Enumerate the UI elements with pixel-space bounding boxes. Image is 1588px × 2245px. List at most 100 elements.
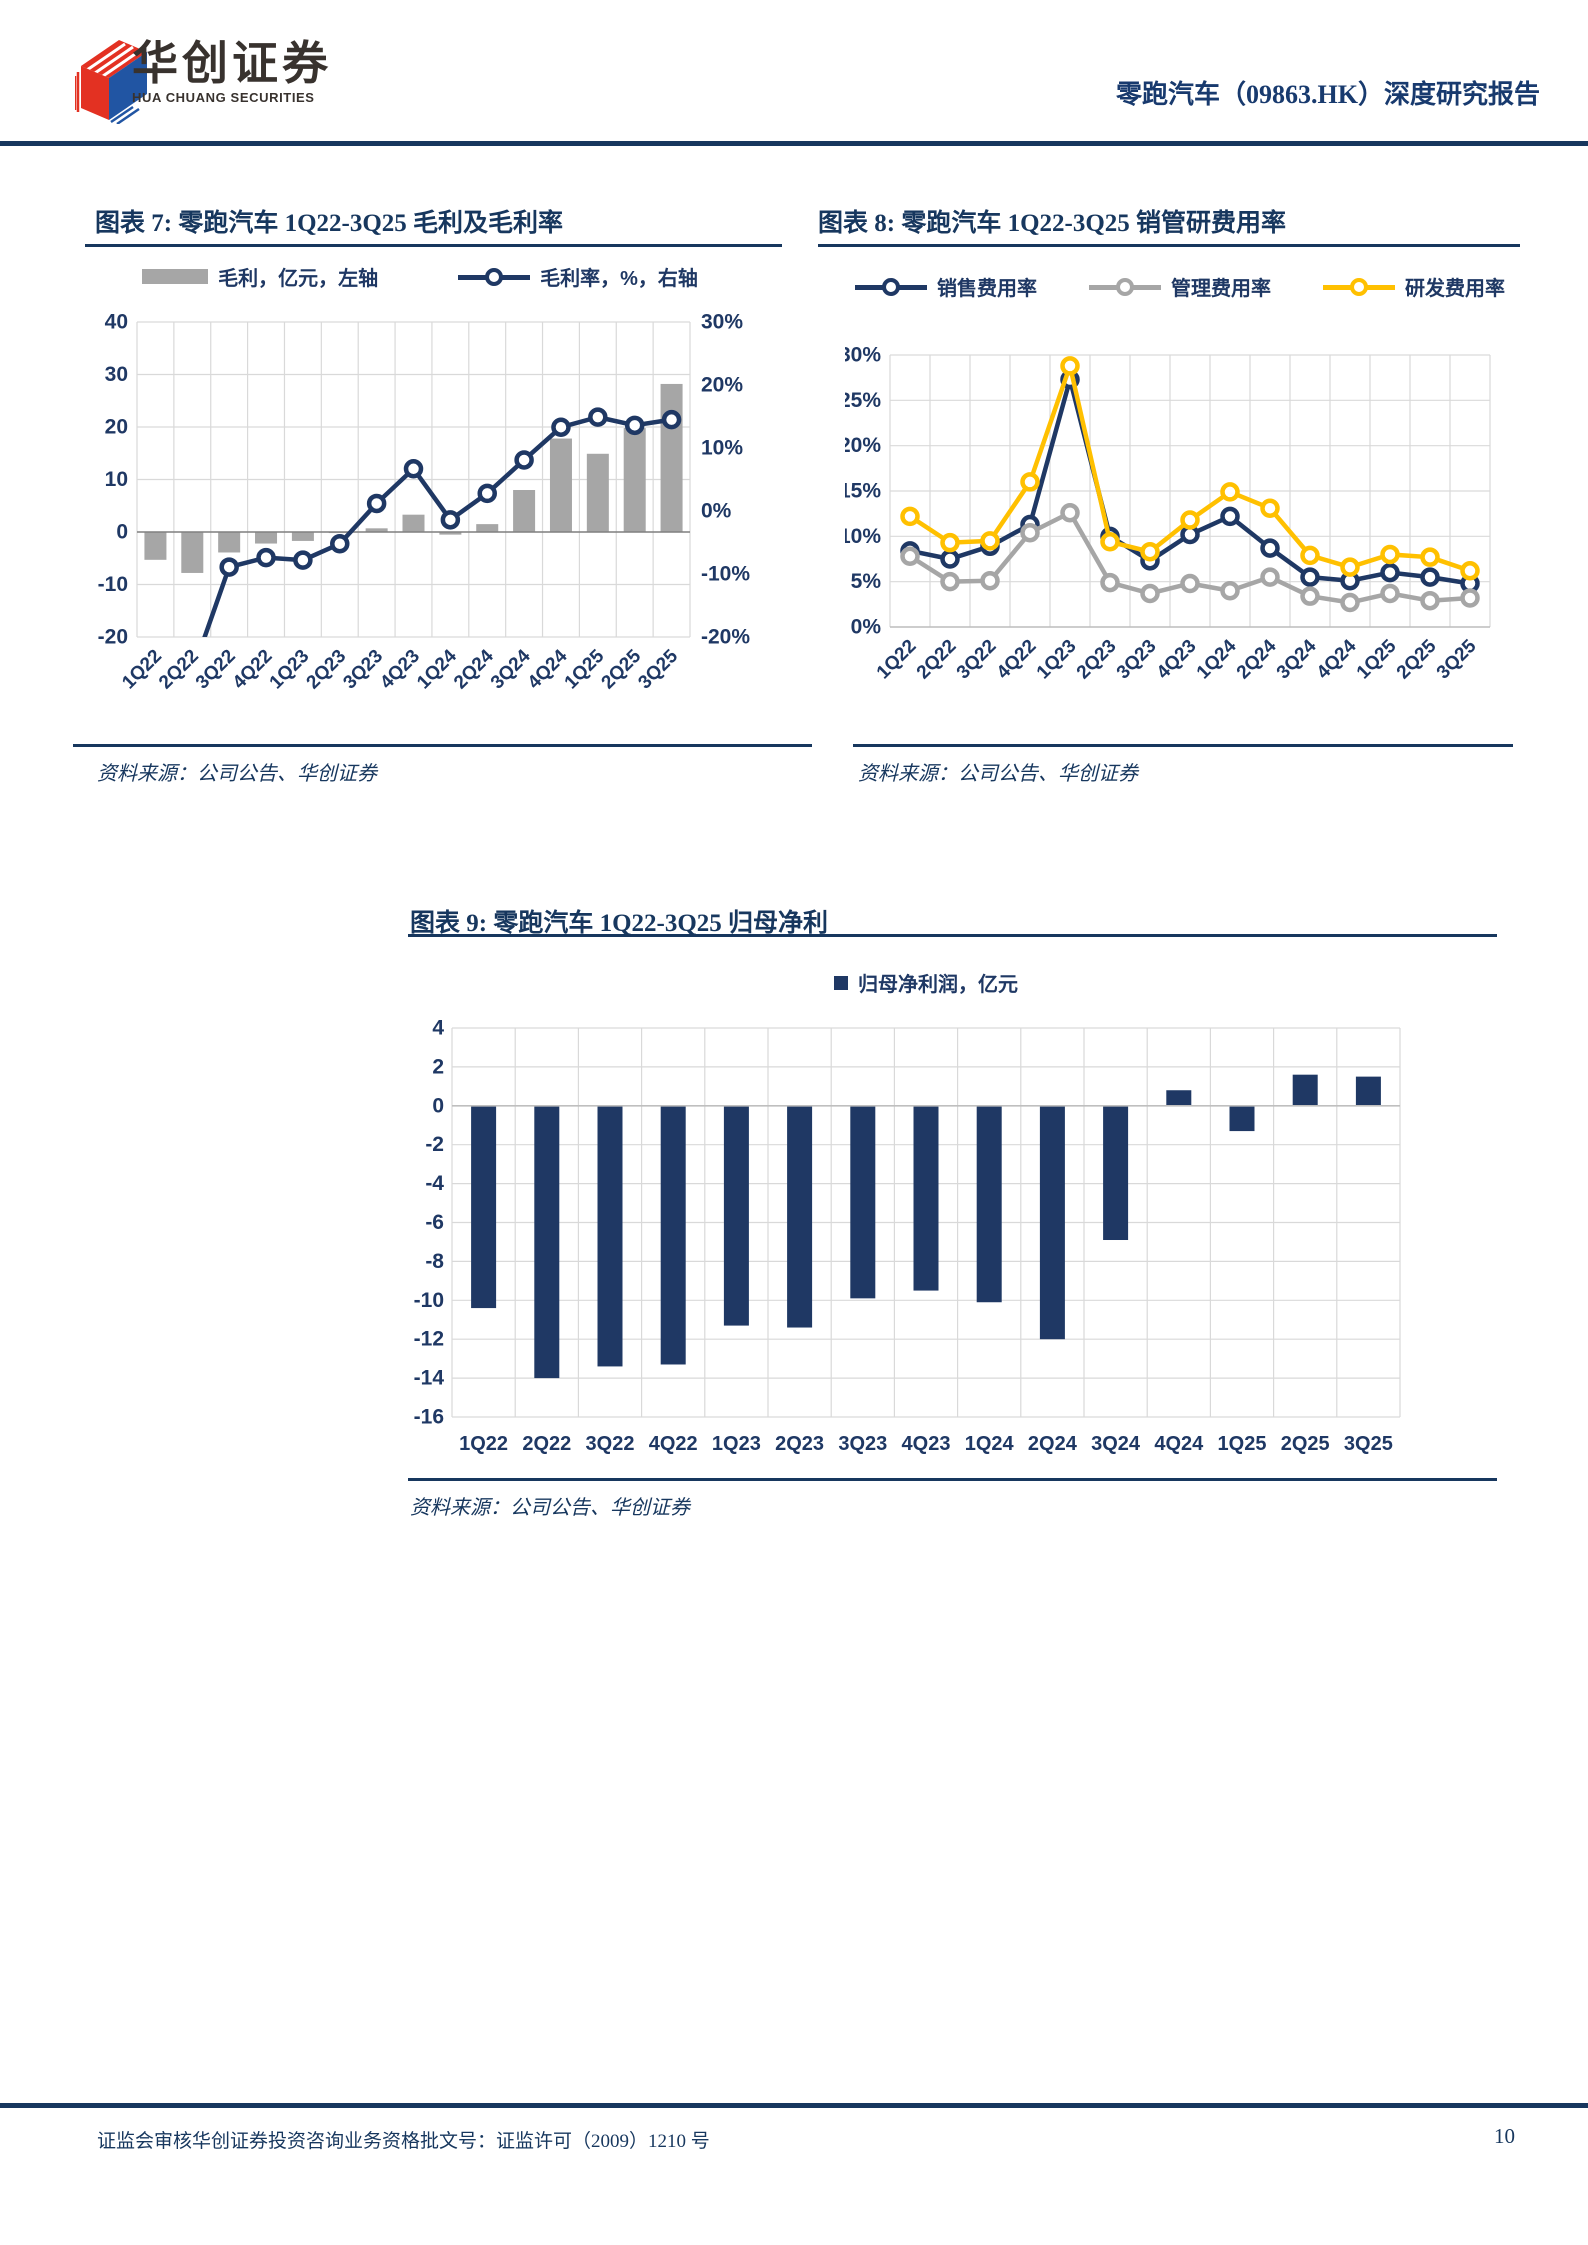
- category-label: 1Q25: [1218, 1433, 1267, 1455]
- line-marker: [1060, 503, 1080, 523]
- category-label: 4Q22: [229, 646, 277, 694]
- svg-text:-12: -12: [414, 1328, 444, 1351]
- report-title: 零跑汽车（09863.HK）深度研究报告: [1116, 80, 1540, 109]
- category-label: 3Q24: [487, 645, 535, 693]
- fig8-title: 图表 8: 零跑汽车 1Q22-3Q25 销管研费用率: [818, 210, 1287, 237]
- logo-english-name: HUA CHUANG SECURITIES: [132, 90, 315, 105]
- category-label: 2Q24: [450, 645, 498, 693]
- fig8-bottom-rule: [853, 744, 1513, 747]
- line-marker: [366, 493, 387, 514]
- svg-text:30: 30: [105, 363, 128, 386]
- category-label: 2Q25: [598, 645, 646, 693]
- bar: [255, 532, 278, 544]
- line-marker: [900, 506, 920, 527]
- bar: [660, 383, 683, 532]
- legend-item: 毛利，亿元，左轴: [142, 262, 378, 291]
- svg-text:0: 0: [116, 521, 128, 544]
- fig7-chart: 40 30 20 10 0 -10 -20 30% 20% 10% 0% -10% -20% 1Q22 2Q…: [73, 250, 813, 745]
- svg-text:-2: -2: [425, 1133, 444, 1156]
- line-marker: [1380, 544, 1400, 565]
- svg-text:10: 10: [105, 468, 128, 491]
- category-label: 3Q22: [192, 646, 240, 694]
- svg-text:-8: -8: [425, 1250, 444, 1273]
- line-swatch: [855, 277, 927, 297]
- fig9-source: 资料来源：公司公告、华创证券: [410, 1497, 690, 1519]
- fig7-bottom-rule: [73, 744, 812, 747]
- svg-text:4: 4: [432, 1017, 444, 1040]
- line-marker: [1300, 567, 1320, 587]
- category-label: 3Q25: [1433, 635, 1481, 683]
- category-label: 3Q23: [339, 646, 387, 694]
- category-label: 3Q24: [1273, 635, 1321, 683]
- category-label: 1Q24: [1193, 635, 1241, 683]
- svg-text:-16: -16: [414, 1406, 444, 1429]
- bar-swatch: [142, 269, 209, 284]
- bar: [976, 1105, 1002, 1303]
- bar: [723, 1105, 749, 1326]
- bar: [218, 532, 241, 553]
- bar: [1229, 1105, 1255, 1132]
- line-marker: [551, 417, 571, 437]
- bar: [850, 1105, 876, 1299]
- svg-text:25%: 25%: [845, 389, 881, 412]
- line-marker: [1260, 538, 1280, 558]
- bar: [1166, 1090, 1192, 1106]
- line-marker: [940, 571, 960, 592]
- category-label: 4Q24: [524, 645, 572, 693]
- line-marker: [624, 415, 645, 436]
- bar: [586, 453, 609, 532]
- svg-text:40: 40: [105, 311, 128, 334]
- bar: [1292, 1074, 1318, 1106]
- footer-license: 证监会审核华创证券投资咨询业务资格批文号：证监许可（2009）1210 号: [97, 2131, 710, 2152]
- bar: [513, 490, 536, 532]
- line-marker: [1380, 562, 1400, 583]
- line-marker: [1420, 547, 1440, 567]
- line-marker: [1220, 580, 1240, 601]
- bar: [476, 524, 499, 532]
- svg-text:20%: 20%: [701, 374, 743, 397]
- category-label: 1Q22: [873, 636, 921, 684]
- line-marker: [1460, 561, 1480, 581]
- line-marker: [588, 407, 608, 427]
- fig7-title: 图表 7: 零跑汽车 1Q22-3Q25 毛利及毛利率: [95, 210, 564, 237]
- fig9-bottom-rule: [408, 1478, 1497, 1481]
- svg-text:2: 2: [432, 1055, 444, 1078]
- category-label: 2Q25: [1393, 635, 1441, 683]
- line-marker: [661, 409, 682, 430]
- line-marker: [1260, 498, 1280, 518]
- line-marker: [940, 532, 960, 553]
- huachuang-logo-icon: [73, 30, 155, 126]
- line-marker: [1180, 573, 1200, 594]
- category-label: 1Q25: [1353, 635, 1401, 683]
- category-label: 1Q23: [1033, 636, 1081, 684]
- line-marker: [1300, 586, 1320, 606]
- line-marker: [980, 531, 1000, 551]
- category-label: 3Q25: [634, 645, 682, 693]
- line-marker: [1260, 567, 1280, 587]
- bar: [365, 528, 388, 532]
- bar: [597, 1105, 623, 1367]
- line-marker: [900, 546, 920, 567]
- category-label: 3Q22: [953, 636, 1001, 684]
- line-marker: [1300, 545, 1320, 566]
- line-marker: [1460, 588, 1480, 608]
- category-label: 3Q25: [1344, 1433, 1393, 1455]
- category-label: 2Q22: [913, 636, 961, 684]
- legend-item: 归母净利润，亿元: [834, 968, 1018, 997]
- legend-item: 管理费用率: [1089, 272, 1271, 301]
- bar: [439, 532, 462, 535]
- category-label: 1Q22: [459, 1433, 508, 1455]
- category-label: 3Q23: [1113, 636, 1161, 684]
- logo-chinese-name: 华创证券: [132, 37, 332, 89]
- line-marker: [940, 549, 960, 569]
- bar: [291, 532, 314, 541]
- legend-label: 归母净利润，亿元: [858, 974, 1018, 996]
- svg-text:10%: 10%: [701, 437, 743, 460]
- bar: [549, 438, 572, 532]
- line-marker: [330, 534, 350, 554]
- fig7-legend: 毛利，亿元，左轴 毛利率，%，右轴: [95, 262, 745, 291]
- category-label: 4Q23: [1153, 636, 1201, 684]
- category-label: 4Q24: [1154, 1433, 1204, 1455]
- svg-text:5%: 5%: [851, 570, 882, 593]
- svg-text:-10%: -10%: [701, 563, 750, 586]
